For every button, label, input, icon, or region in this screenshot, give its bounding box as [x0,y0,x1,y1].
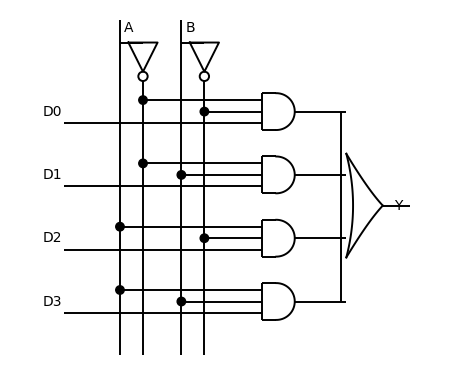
Circle shape [200,234,209,242]
Circle shape [139,159,147,168]
Text: D0: D0 [43,105,63,119]
Text: D3: D3 [43,294,63,309]
Circle shape [177,297,186,306]
Text: D1: D1 [43,168,63,182]
Circle shape [116,286,124,294]
Circle shape [139,96,147,104]
Circle shape [200,107,209,116]
Text: Y: Y [394,199,403,212]
Text: B: B [185,22,195,35]
Circle shape [177,171,186,179]
Circle shape [116,223,124,231]
Text: D2: D2 [43,231,63,245]
Text: A: A [124,22,133,35]
